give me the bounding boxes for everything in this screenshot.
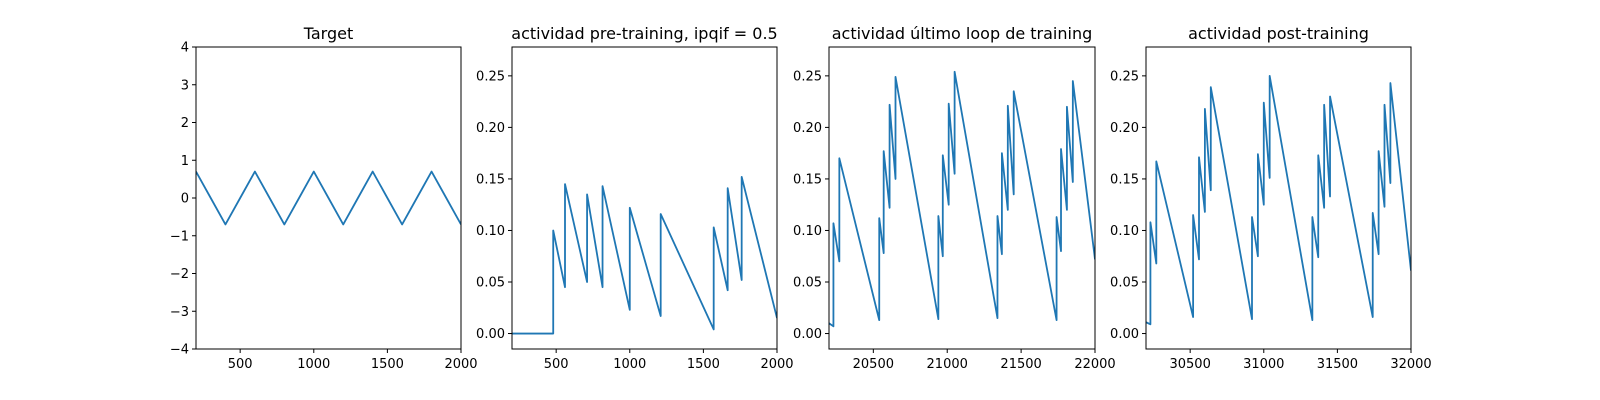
y-tick-label: 0.15 [1110, 172, 1139, 187]
chart-panel-1: Target 500 1000 1500 2000 −4 −3 −2 −1 0 1 2 3 4 [170, 24, 478, 372]
chart-title: actividad último loop de training [832, 24, 1093, 43]
y-tick-label: 0.05 [1110, 276, 1139, 291]
x-tick-label: 1500 [687, 357, 720, 372]
plot-frame [1145, 46, 1412, 350]
chart-title: actividad pre-training, ipqif = 0.5 [511, 24, 777, 43]
chart-panel-2: actividad pre-training, ipqif = 0.5 500 10… [476, 24, 794, 372]
plot-frame [511, 46, 778, 350]
y-tick-label: 0.10 [1110, 224, 1139, 239]
x-tick-label: 22000 [1074, 357, 1115, 372]
y-tick-label: 0.05 [793, 276, 822, 291]
x-tick-label: 31000 [1243, 357, 1284, 372]
x-tick-label: 500 [544, 357, 569, 372]
y-tick-label: 2 [181, 116, 189, 131]
x-tick-label: 2000 [760, 357, 793, 372]
y-tick-label: 0.25 [476, 69, 505, 84]
x-tick-label: 30500 [1169, 357, 1210, 372]
chart-title: actividad post-training [1188, 24, 1369, 43]
series-line [196, 170, 461, 226]
x-tick-label: 2000 [444, 357, 477, 372]
y-tick-label: −4 [170, 343, 189, 358]
series-line [829, 70, 1095, 328]
y-tick-label: 0.00 [476, 327, 505, 342]
chart-panel-3: actividad último loop de training 20500 21… [793, 24, 1116, 372]
y-tick-label: 0.20 [1110, 121, 1139, 136]
y-tick-label: 4 [181, 41, 189, 56]
x-tick-label: 21000 [927, 357, 968, 372]
chart-title: Target [303, 24, 354, 43]
x-tick-label: 20500 [853, 357, 894, 372]
y-tick-label: −2 [170, 267, 189, 282]
x-tick-label: 31500 [1317, 357, 1358, 372]
y-tick-label: 0.20 [476, 121, 505, 136]
y-tick-label: 0.15 [793, 172, 822, 187]
x-tick-label: 500 [228, 357, 253, 372]
y-tick-label: 0.15 [476, 172, 505, 187]
series-line [512, 175, 777, 335]
x-tick-label: 1000 [613, 357, 646, 372]
y-tick-label: 0 [181, 192, 189, 207]
y-tick-label: 0.20 [793, 121, 822, 136]
x-tick-label: 32000 [1390, 357, 1431, 372]
x-tick-label: 21500 [1000, 357, 1041, 372]
y-tick-label: 0.00 [793, 327, 822, 342]
y-tick-label: 0.05 [476, 276, 505, 291]
y-tick-label: 3 [181, 78, 189, 93]
y-tick-label: −1 [170, 229, 189, 244]
y-tick-label: 0.25 [793, 69, 822, 84]
y-tick-label: 0.00 [1110, 327, 1139, 342]
y-tick-label: 0.25 [1110, 69, 1139, 84]
y-tick-label: 0.10 [476, 224, 505, 239]
y-tick-label: 1 [181, 154, 189, 169]
series-line [1146, 74, 1411, 326]
y-tick-label: 0.10 [793, 224, 822, 239]
chart-panel-4: actividad post-training 30500 31000 31500 32… [1110, 24, 1432, 372]
y-tick-label: −3 [170, 305, 189, 320]
x-tick-label: 1500 [371, 357, 404, 372]
x-tick-label: 1000 [297, 357, 330, 372]
plot-frame [828, 46, 1096, 350]
